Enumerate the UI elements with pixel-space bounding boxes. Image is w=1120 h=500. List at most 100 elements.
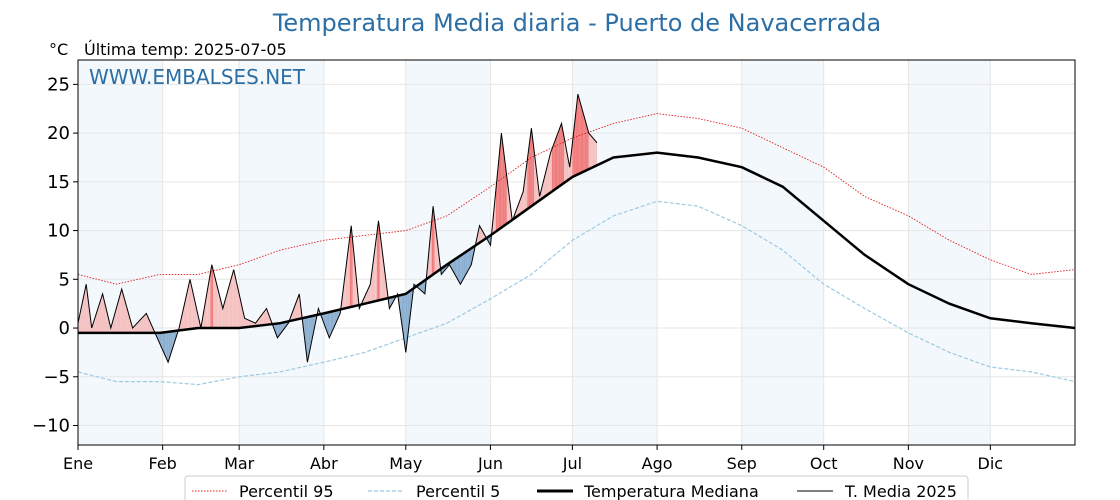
fill-above-median (144, 313, 147, 333)
fill-above-median (588, 133, 591, 170)
fill-below-median (463, 252, 465, 280)
fill-below-median (468, 249, 470, 270)
fill-above-median (571, 142, 573, 178)
fill-above-median (480, 228, 483, 242)
fill-above-median (584, 118, 587, 172)
fill-above-median (248, 320, 251, 327)
fill-above-median (352, 239, 354, 307)
fill-below-median (457, 256, 460, 282)
fill-below-median (159, 332, 162, 347)
fill-above-median (114, 308, 117, 333)
fill-above-median (262, 312, 264, 326)
x-tick-label: Dic (978, 454, 1004, 473)
fill-above-median (375, 231, 378, 302)
fill-above-median (551, 145, 554, 192)
fill-above-median (102, 293, 104, 333)
x-tick-label: Feb (149, 454, 177, 473)
fill-above-median (184, 297, 186, 330)
fill-below-median (409, 290, 412, 319)
fill-above-median (521, 191, 524, 214)
fill-above-median (594, 139, 596, 167)
fill-above-median (478, 225, 480, 244)
fill-above-median (235, 275, 237, 329)
fill-below-median (162, 332, 165, 354)
fill-above-median (345, 258, 348, 309)
fill-above-median (120, 289, 122, 333)
fill-below-median (392, 296, 394, 304)
fill-above-median (348, 236, 350, 308)
fill-above-median (528, 138, 531, 209)
fill-above-median (520, 195, 522, 214)
fill-above-median (233, 269, 236, 329)
fill-above-median (525, 159, 528, 211)
series-line-t-media-2025 (77, 93, 598, 364)
y-tick-label: −10 (32, 416, 70, 437)
fill-above-median (88, 306, 91, 333)
fill-below-median (405, 292, 408, 353)
fill-below-median (307, 316, 309, 363)
fill-above-median (431, 206, 434, 276)
fill-above-median (86, 284, 88, 333)
fill-above-median (123, 293, 125, 333)
fill-below-median (420, 282, 423, 292)
fill-below-median (459, 255, 461, 285)
fill-above-median (373, 252, 375, 302)
fill-above-median (185, 291, 188, 330)
fill-above-median (355, 267, 357, 306)
fill-above-median (135, 323, 137, 333)
fill-below-median (274, 323, 277, 335)
fill-above-median (97, 306, 99, 333)
fill-above-median (561, 123, 563, 185)
fill-below-median (161, 332, 163, 350)
fill-below-median (312, 315, 315, 336)
fill-above-median (347, 247, 349, 308)
fill-above-median (516, 206, 518, 217)
fill-above-median (226, 289, 229, 329)
fill-below-median (469, 248, 472, 268)
chart-title: Temperatura Media diaria - Puerto de Nav… (272, 9, 881, 37)
fill-above-median (220, 297, 222, 329)
fill-above-median (229, 279, 231, 329)
fill-above-median (236, 281, 238, 329)
fill-below-median (454, 258, 457, 277)
unit-label: °C (49, 40, 68, 59)
fill-above-median (240, 300, 242, 328)
fill-above-median (370, 273, 372, 303)
fill-below-median (168, 331, 170, 363)
fill-above-median (500, 133, 502, 229)
fill-below-median (460, 254, 462, 285)
x-tick-label: Sep (727, 454, 757, 473)
fill-above-median (379, 231, 382, 301)
x-tick-label: Nov (893, 454, 924, 473)
fill-above-median (221, 303, 223, 329)
fill-above-median (297, 293, 300, 320)
fill-above-median (549, 152, 551, 194)
fill-above-median (211, 264, 214, 329)
fill-above-median (479, 225, 481, 243)
fill-above-median (261, 314, 263, 326)
fill-above-median (82, 297, 84, 333)
fill-above-median (595, 141, 597, 166)
fill-above-median (560, 123, 562, 186)
fill-above-median (586, 123, 588, 171)
fill-above-median (194, 297, 196, 329)
y-tick-label: 25 (47, 74, 70, 95)
fill-above-median (568, 159, 570, 180)
fill-above-median (191, 285, 193, 329)
fill-above-median (95, 310, 98, 333)
fill-above-median (502, 144, 505, 227)
y-tick-label: 0 (59, 318, 70, 339)
fill-below-median (165, 332, 167, 360)
fill-above-median (540, 185, 543, 200)
fill-above-median (210, 264, 212, 329)
fill-above-median (547, 158, 550, 195)
fill-above-median (125, 303, 128, 333)
fill-below-median (308, 316, 311, 356)
grid-lines (77, 60, 1075, 445)
fill-above-median (565, 145, 567, 182)
fill-above-median (117, 298, 119, 333)
y-tick-label: 10 (47, 221, 70, 242)
legend-label-p95: Percentil 95 (239, 482, 334, 500)
fill-above-median (554, 137, 557, 190)
